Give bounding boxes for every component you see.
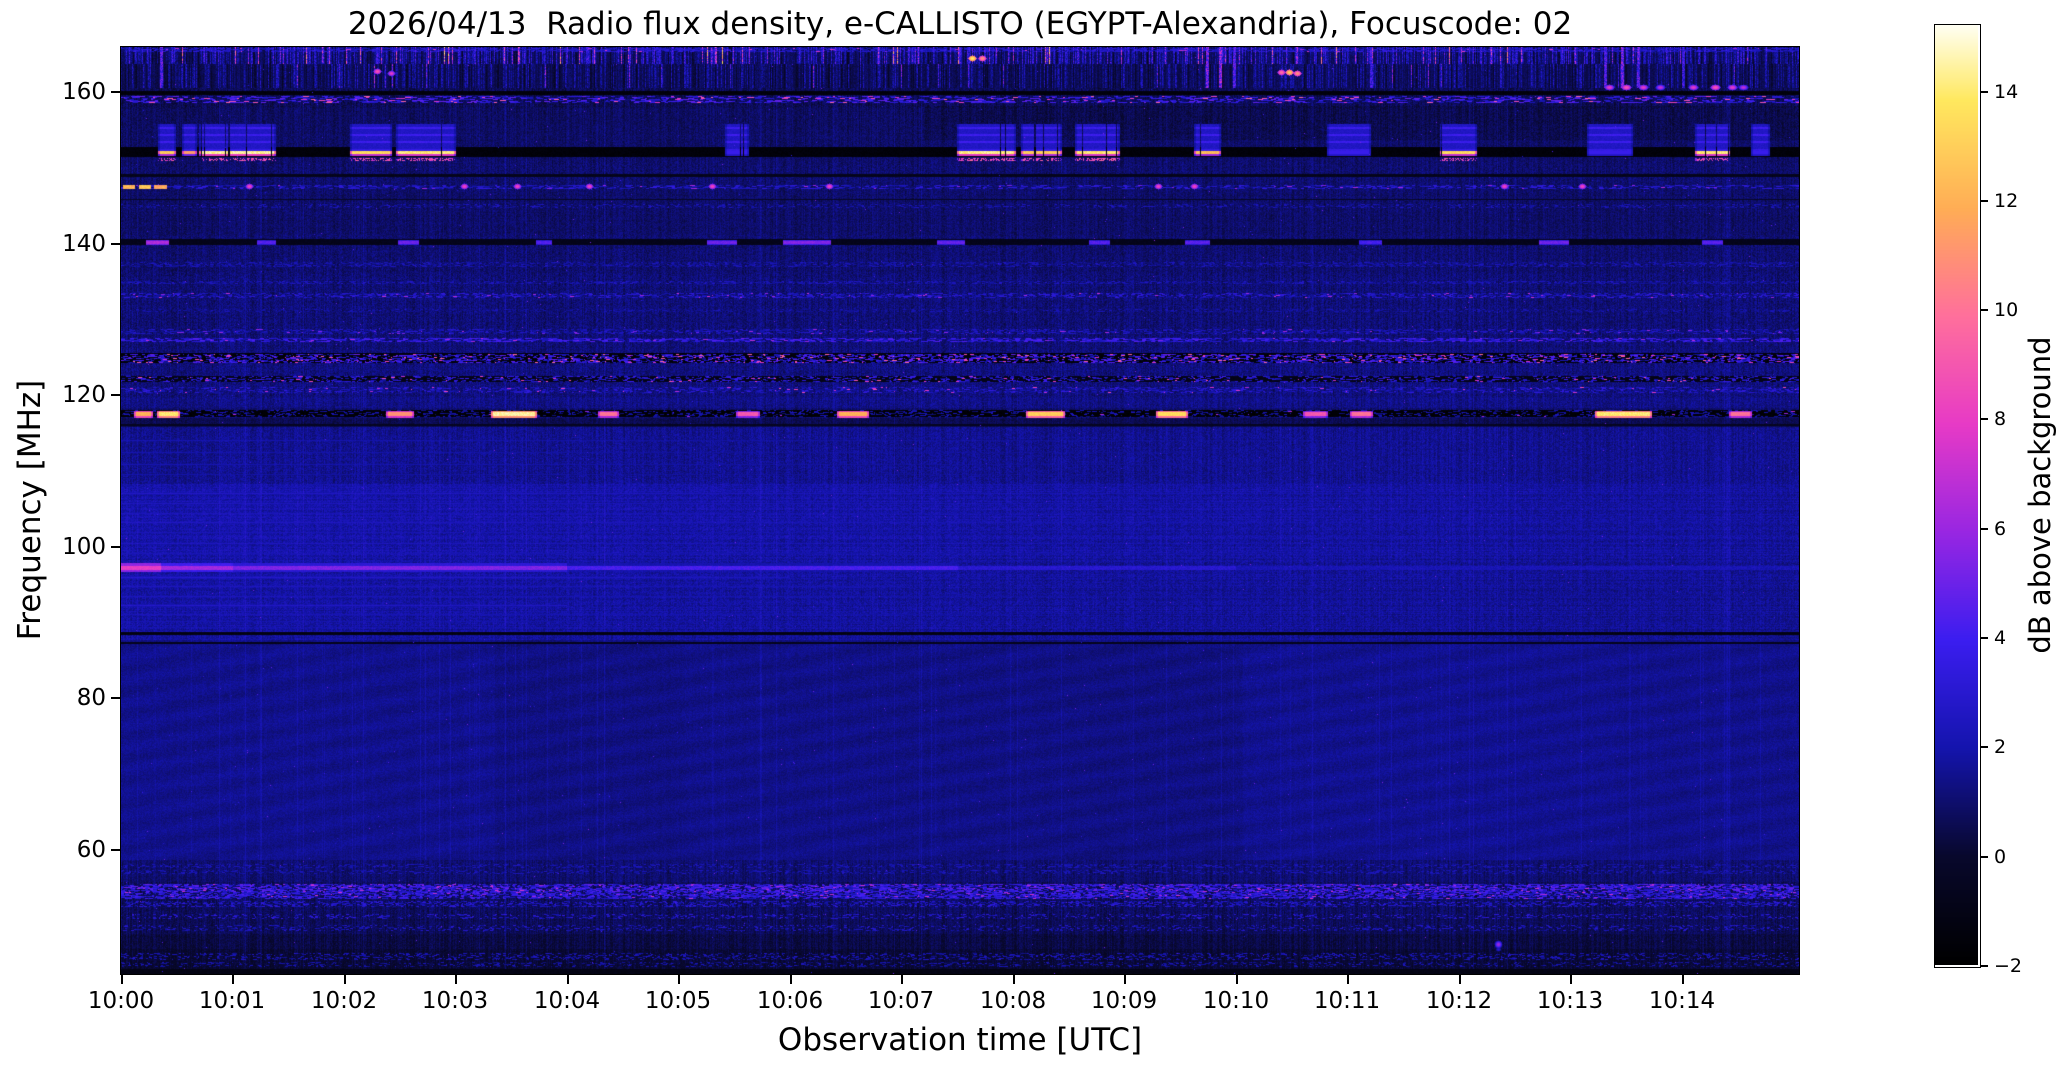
colorbar-tick-mark bbox=[1980, 199, 1988, 202]
x-tick-label: 10:12 bbox=[1425, 988, 1493, 1014]
chart-title: 2026/04/13 Radio flux density, e-CALLIST… bbox=[347, 6, 1573, 42]
y-tick-label: 80 bbox=[76, 685, 106, 711]
x-tick-label: 10:10 bbox=[1202, 988, 1270, 1014]
x-tick-label: 10:14 bbox=[1648, 988, 1716, 1014]
x-tick-label: 10:08 bbox=[979, 988, 1047, 1014]
x-tick-mark bbox=[1570, 975, 1572, 984]
colorbar-tick-label: 2 bbox=[1994, 736, 2007, 759]
x-axis-label: Observation time [UTC] bbox=[777, 1022, 1143, 1058]
colorbar-tick-label: 14 bbox=[1994, 80, 2019, 103]
x-tick-mark bbox=[1682, 975, 1684, 984]
colorbar-tick-mark bbox=[1980, 965, 1988, 967]
colorbar-frame bbox=[1934, 24, 1981, 968]
colorbar-tick-label: 0 bbox=[1994, 845, 2007, 868]
colorbar-tick-mark bbox=[1980, 418, 1988, 421]
colorbar-tick-mark bbox=[1980, 90, 1988, 93]
x-tick-mark bbox=[455, 975, 457, 984]
x-tick-mark bbox=[232, 975, 234, 984]
y-tick-mark bbox=[111, 697, 120, 699]
y-tick-label: 140 bbox=[62, 231, 106, 257]
y-tick-mark bbox=[111, 243, 120, 245]
y-tick-label: 120 bbox=[62, 382, 106, 408]
x-tick-label: 10:01 bbox=[198, 988, 266, 1014]
x-tick-mark bbox=[678, 975, 680, 984]
x-tick-mark bbox=[1236, 975, 1238, 984]
y-tick-mark bbox=[111, 546, 120, 548]
x-tick-label: 10:04 bbox=[533, 988, 601, 1014]
y-axis-label: Frequency [MHz] bbox=[12, 379, 48, 641]
y-tick-label: 100 bbox=[62, 534, 106, 560]
x-tick-label: 10:03 bbox=[421, 988, 489, 1014]
y-tick-mark bbox=[111, 91, 120, 93]
colorbar-tick-label: 4 bbox=[1994, 627, 2007, 650]
colorbar-tick-mark bbox=[1980, 746, 1988, 749]
colorbar-tick-mark bbox=[1980, 527, 1988, 530]
x-tick-label: 10:09 bbox=[1090, 988, 1158, 1014]
colorbar-label: dB above background bbox=[2023, 336, 2057, 654]
colorbar-tick-label: 6 bbox=[1994, 517, 2007, 540]
y-tick-mark bbox=[111, 849, 120, 851]
x-tick-mark bbox=[1013, 975, 1015, 984]
plot-frame bbox=[120, 46, 1800, 975]
colorbar-tick-label: 8 bbox=[1994, 408, 2007, 431]
x-tick-label: 10:13 bbox=[1536, 988, 1604, 1014]
x-tick-mark bbox=[901, 975, 903, 984]
x-tick-label: 10:02 bbox=[310, 988, 378, 1014]
x-tick-mark bbox=[1124, 975, 1126, 984]
x-tick-mark bbox=[1347, 975, 1349, 984]
x-tick-label: 10:07 bbox=[867, 988, 935, 1014]
x-tick-mark bbox=[567, 975, 569, 984]
colorbar-tick-label: −2 bbox=[1994, 955, 2023, 977]
colorbar-tick-mark bbox=[1980, 855, 1988, 858]
colorbar-tick-label: 10 bbox=[1994, 299, 2019, 322]
y-tick-label: 60 bbox=[76, 837, 106, 863]
x-tick-label: 10:00 bbox=[87, 988, 155, 1014]
x-tick-label: 10:06 bbox=[756, 988, 824, 1014]
spectrogram-canvas bbox=[121, 47, 1799, 974]
y-tick-mark bbox=[111, 394, 120, 396]
y-tick-label: 160 bbox=[62, 79, 106, 105]
x-tick-label: 10:05 bbox=[644, 988, 712, 1014]
colorbar-tick-label: 12 bbox=[1994, 189, 2019, 212]
colorbar-canvas bbox=[1935, 25, 1978, 965]
colorbar-tick-mark bbox=[1980, 309, 1988, 312]
x-tick-label: 10:11 bbox=[1313, 988, 1381, 1014]
x-tick-mark bbox=[790, 975, 792, 984]
x-tick-mark bbox=[344, 975, 346, 984]
x-tick-mark bbox=[121, 975, 123, 984]
x-tick-mark bbox=[1459, 975, 1461, 984]
colorbar-tick-mark bbox=[1980, 637, 1988, 640]
